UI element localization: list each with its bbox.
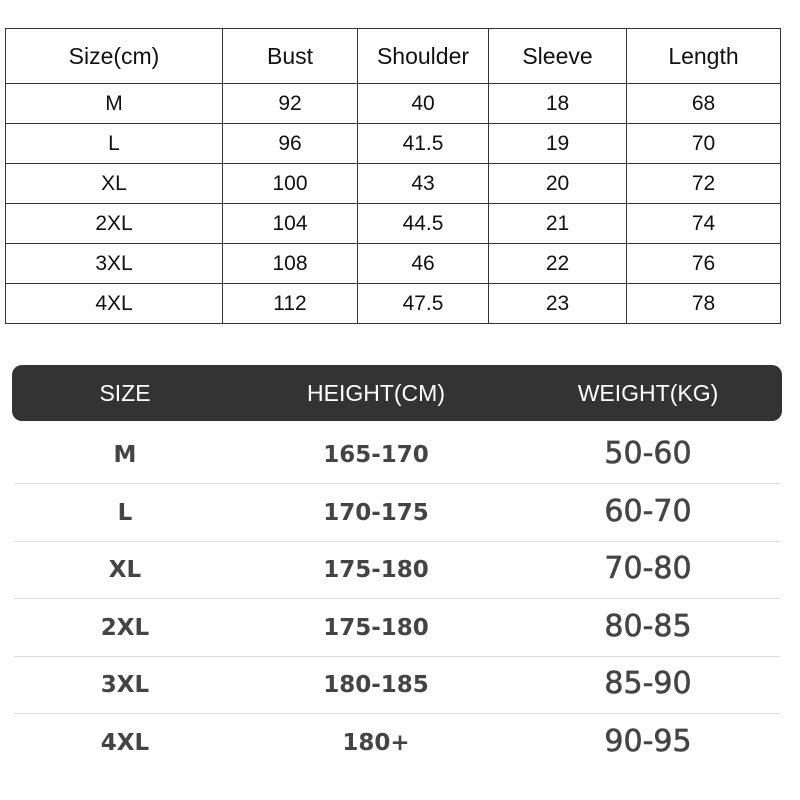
header-height: HEIGHT(CM)	[307, 380, 445, 406]
cell-bust: 112	[222, 283, 358, 324]
cell-weight: 60-70	[604, 493, 692, 529]
cell-size: L	[5, 123, 223, 164]
cell-shoulder: 44.5	[357, 203, 489, 244]
measurement-header-row: Size(cm) Bust Shoulder Sleeve Length	[5, 28, 781, 84]
cell-size: L	[117, 499, 133, 526]
cell-sleeve: 19	[488, 123, 627, 164]
header-bust: Bust	[222, 28, 358, 84]
table-row: 4XL 112 47.5 23 78	[5, 283, 781, 324]
cell-size: 4XL	[100, 729, 150, 756]
header-length: Length	[626, 28, 781, 84]
cell-height: 175-180	[323, 614, 429, 641]
cell-shoulder: 47.5	[357, 283, 489, 324]
cell-shoulder: 40	[357, 83, 489, 124]
cell-bust: 96	[222, 123, 358, 164]
table-row: 3XL 180-185 85-90	[14, 656, 780, 714]
table-row: XL 100 43 20 72	[5, 163, 781, 204]
cell-size: 3XL	[100, 672, 150, 698]
cell-sleeve: 18	[488, 83, 627, 124]
table-row: L 96 41.5 19 70	[5, 123, 781, 164]
cell-shoulder: 43	[357, 163, 489, 204]
header-sleeve: Sleeve	[488, 28, 627, 84]
table-row: 2XL 104 44.5 21 74	[5, 203, 781, 244]
cell-size: XL	[5, 163, 223, 204]
header-weight: WEIGHT(KG)	[577, 380, 719, 406]
cell-height: 175-180	[323, 557, 429, 583]
cell-height: 180+	[342, 729, 410, 756]
cell-weight: 70-80	[604, 551, 692, 587]
cell-weight: 85-90	[604, 666, 692, 702]
table-row: XL 175-180 70-80	[14, 541, 780, 599]
table-row: 4XL 180+ 90-95	[14, 714, 780, 771]
fit-guide-header: SIZE HEIGHT(CM) WEIGHT(KG)	[12, 365, 782, 421]
cell-bust: 108	[222, 243, 358, 284]
cell-shoulder: 46	[357, 243, 489, 284]
cell-height: 165-170	[323, 442, 429, 468]
cell-sleeve: 20	[488, 163, 627, 204]
cell-height: 170-175	[323, 499, 429, 526]
cell-sleeve: 21	[488, 203, 627, 244]
cell-length: 74	[626, 203, 781, 244]
cell-bust: 100	[222, 163, 358, 204]
cell-length: 76	[626, 243, 781, 284]
table-row: 2XL 175-180 80-85	[14, 599, 780, 657]
cell-bust: 92	[222, 83, 358, 124]
table-row: L 170-175 60-70	[14, 484, 780, 542]
table-row: M 165-170 50-60	[14, 426, 780, 484]
header-size: Size(cm)	[5, 28, 223, 84]
cell-weight: 80-85	[604, 608, 692, 644]
cell-bust: 104	[222, 203, 358, 244]
table-row: M 92 40 18 68	[5, 83, 781, 124]
cell-size: 4XL	[5, 283, 223, 324]
cell-sleeve: 23	[488, 283, 627, 324]
cell-size: 2XL	[5, 203, 223, 244]
measurement-table: Size(cm) Bust Shoulder Sleeve Length M 92…	[5, 28, 781, 324]
cell-height: 180-185	[323, 672, 429, 698]
cell-sleeve: 22	[488, 243, 627, 284]
cell-weight: 90-95	[604, 723, 692, 759]
cell-size: XL	[108, 557, 142, 583]
cell-length: 68	[626, 83, 781, 124]
cell-length: 72	[626, 163, 781, 204]
cell-length: 78	[626, 283, 781, 324]
cell-length: 70	[626, 123, 781, 164]
cell-size: M	[113, 442, 137, 468]
header-size: SIZE	[99, 380, 151, 406]
cell-size: M	[5, 83, 223, 124]
header-shoulder: Shoulder	[357, 28, 489, 84]
cell-weight: 50-60	[604, 436, 692, 472]
cell-size: 3XL	[5, 243, 223, 284]
cell-shoulder: 41.5	[357, 123, 489, 164]
cell-size: 2XL	[100, 614, 150, 641]
table-row: 3XL 108 46 22 76	[5, 243, 781, 284]
